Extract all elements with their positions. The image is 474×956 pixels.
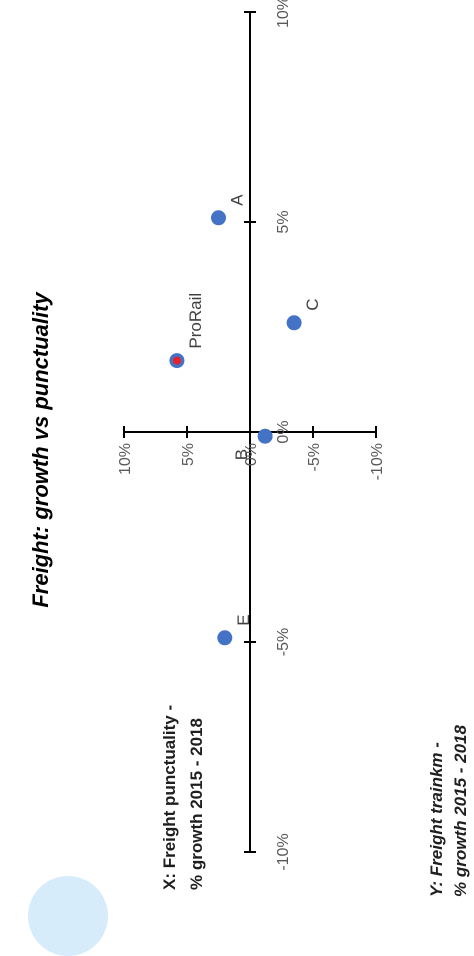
- y-tick-label: 0%: [243, 443, 260, 466]
- y-axis-title-line-2: % growth 2015 - 2018: [451, 724, 470, 897]
- data-point-label: A: [228, 194, 247, 206]
- data-point-label: E: [234, 614, 253, 625]
- x-axis-title: X: Freight punctuality - % growth 2015 -…: [160, 700, 206, 890]
- chart-title: Freight: growth vs punctuality: [28, 291, 53, 608]
- x-axis-title-line-2: % growth 2015 - 2018: [187, 718, 206, 890]
- data-point: [286, 315, 302, 331]
- y-tick-label: 10%: [117, 443, 134, 475]
- y-tick-label: -10%: [369, 443, 386, 480]
- y-axis-title-line-1: Y: Freight trainkm -: [427, 742, 446, 897]
- x-tick-label: -10%: [275, 833, 292, 870]
- data-point-label: C: [303, 299, 322, 311]
- chart-canvas: Freight: growth vs punctuality X: Freigh…: [28, 0, 470, 956]
- x-tick-label: 10%: [275, 0, 292, 28]
- x-axis-title-line-1: X: Freight punctuality -: [160, 705, 179, 890]
- decorative-bubble: [28, 876, 108, 956]
- x-tick-label: -5%: [275, 628, 292, 656]
- y-tick-label: 5%: [180, 443, 197, 466]
- data-point: [211, 210, 226, 226]
- data-point: [257, 428, 273, 444]
- x-tick-label: 0%: [275, 420, 292, 443]
- plot-area: -10% -5% 0% 5% 10% -10% -5% 0% 5% 10% A ProRail C B E: [117, 0, 386, 871]
- data-point-label: B: [232, 449, 251, 460]
- data-point-label: ProRail: [186, 293, 205, 349]
- data-point-highlight: [172, 356, 181, 365]
- scatter-chart: Freight: growth vs punctuality X: Freigh…: [28, 0, 470, 897]
- y-tick-label: -5%: [306, 443, 323, 471]
- data-point: [217, 630, 233, 646]
- y-axis-title: Y: Freight trainkm - % growth 2015 - 201…: [427, 724, 470, 897]
- x-tick-label: 5%: [275, 210, 292, 233]
